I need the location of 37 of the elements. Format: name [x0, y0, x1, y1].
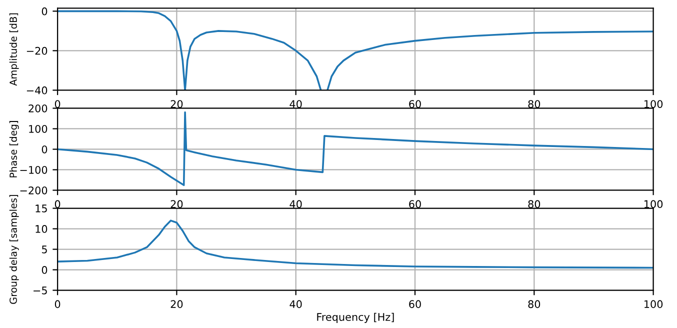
y-tick-label: −100	[20, 166, 48, 174]
y-axis-title: Amplitude [dB]	[9, 13, 19, 86]
x-tick-label: 80	[528, 300, 540, 308]
y-tick-label: −20	[26, 46, 48, 55]
x-tick-label: 60	[409, 200, 421, 208]
x-tick-label: 100	[644, 100, 663, 108]
x-tick-label: 100	[644, 300, 663, 308]
x-tick-label: 40	[290, 200, 302, 208]
x-tick-label: 100	[644, 200, 663, 208]
y-tick-label: 0	[42, 7, 48, 16]
y-tick-label: 0	[42, 145, 48, 154]
x-tick-label: 40	[290, 100, 302, 108]
x-tick-label: 0	[54, 200, 60, 208]
y-tick-label: −5	[34, 286, 47, 294]
y-tick-label: 0	[42, 266, 48, 274]
y-axis-title: Group delay [samples]	[9, 194, 19, 304]
y-tick-label: 200	[28, 104, 48, 112]
x-tick-label: 20	[170, 200, 183, 208]
line-series	[58, 220, 654, 269]
x-tick-label: 80	[528, 100, 540, 108]
y-tick-label: 5	[42, 246, 47, 254]
x-tick-label: 60	[409, 300, 421, 308]
y-tick-label: 100	[29, 124, 48, 133]
x-tick-label: 0	[54, 100, 60, 108]
y-tick-label: −40	[26, 86, 48, 94]
y-tick-label: 15	[36, 204, 47, 212]
x-tick-label: 80	[528, 200, 540, 208]
x-tick-label: 0	[54, 300, 60, 308]
x-tick-label: 20	[170, 300, 183, 308]
x-tick-label: 40	[290, 300, 302, 308]
x-tick-label: 60	[409, 100, 421, 108]
x-tick-label: 20	[170, 100, 183, 108]
y-axis-title: Phase [deg]	[9, 121, 19, 178]
y-tick-label: 10	[36, 225, 48, 233]
x-axis-title: Frequency [Hz]	[317, 312, 394, 323]
line-series	[58, 111, 654, 186]
y-tick-label: −200	[20, 186, 48, 194]
